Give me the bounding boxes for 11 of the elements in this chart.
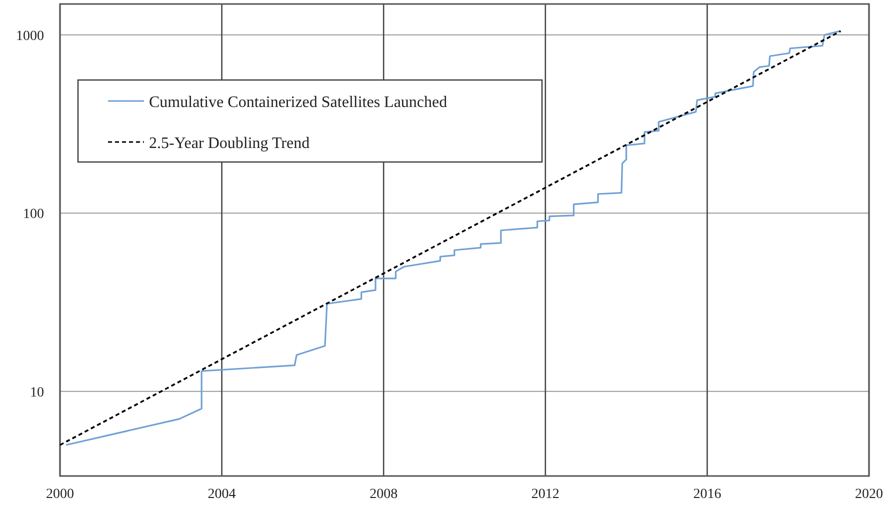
x-tick-label: 2004 — [208, 487, 236, 502]
x-tick-label: 2000 — [46, 487, 74, 502]
legend-label: Cumulative Containerized Satellites Launched — [149, 94, 448, 111]
y-tick-label: 100 — [23, 207, 44, 222]
x-tick-label: 2008 — [370, 487, 398, 502]
legend-label: 2.5-Year Doubling Trend — [149, 135, 310, 152]
x-tick-label: 2016 — [693, 487, 722, 502]
y-tick-label: 10 — [30, 385, 44, 400]
y-tick-label: 1000 — [16, 28, 44, 44]
x-tick-label: 2012 — [531, 487, 560, 502]
x-tick-label: 2020 — [855, 487, 883, 502]
